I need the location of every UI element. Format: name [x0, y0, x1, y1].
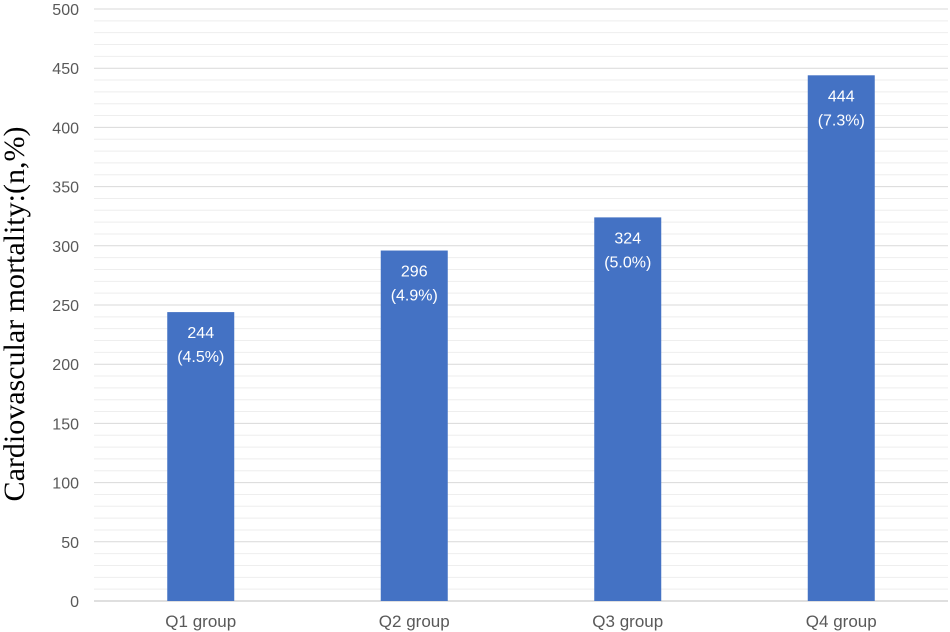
gridlines [94, 8, 948, 602]
y-tick-label: 100 [52, 476, 79, 493]
x-axis-categories: Q1 group Q2 group Q3 group Q4 group [165, 612, 876, 631]
y-tick-label: 500 [52, 2, 79, 19]
data-label-count: 324 [614, 230, 641, 247]
y-tick-label: 0 [70, 594, 79, 611]
x-category-label: Q3 group [592, 612, 663, 631]
y-tick-label: 50 [61, 535, 79, 552]
bars [167, 75, 875, 601]
x-category-label: Q1 group [165, 612, 236, 631]
y-tick-label: 250 [52, 298, 79, 315]
data-label-count: 296 [401, 264, 428, 281]
bar [380, 250, 448, 601]
y-tick-label: 450 [52, 61, 79, 78]
data-label-count: 444 [828, 88, 855, 105]
y-tick-label: 200 [52, 357, 79, 374]
bar [807, 75, 875, 601]
data-label-count: 244 [187, 325, 214, 342]
bar [167, 312, 235, 601]
x-category-label: Q4 group [806, 612, 877, 631]
data-label-percent: (4.5%) [177, 349, 224, 366]
y-tick-label: 150 [52, 416, 79, 433]
x-category-label: Q2 group [379, 612, 450, 631]
data-label-percent: (7.3%) [818, 112, 865, 129]
y-tick-label: 350 [52, 180, 79, 197]
data-label-percent: (4.9%) [391, 288, 438, 305]
y-axis-ticks: 0 50 100 150 200 250 300 350 400 450 500 [52, 2, 79, 611]
y-tick-label: 400 [52, 120, 79, 137]
data-labels: 244 (4.5%) 296 (4.9%) 324 (5.0%) 444 (7.3%) [177, 88, 865, 366]
data-label-percent: (5.0%) [604, 254, 651, 271]
y-tick-label: 300 [52, 239, 79, 256]
bar [594, 217, 662, 601]
y-axis-label: Cardiovascular mortality:(n,%) [0, 127, 31, 502]
